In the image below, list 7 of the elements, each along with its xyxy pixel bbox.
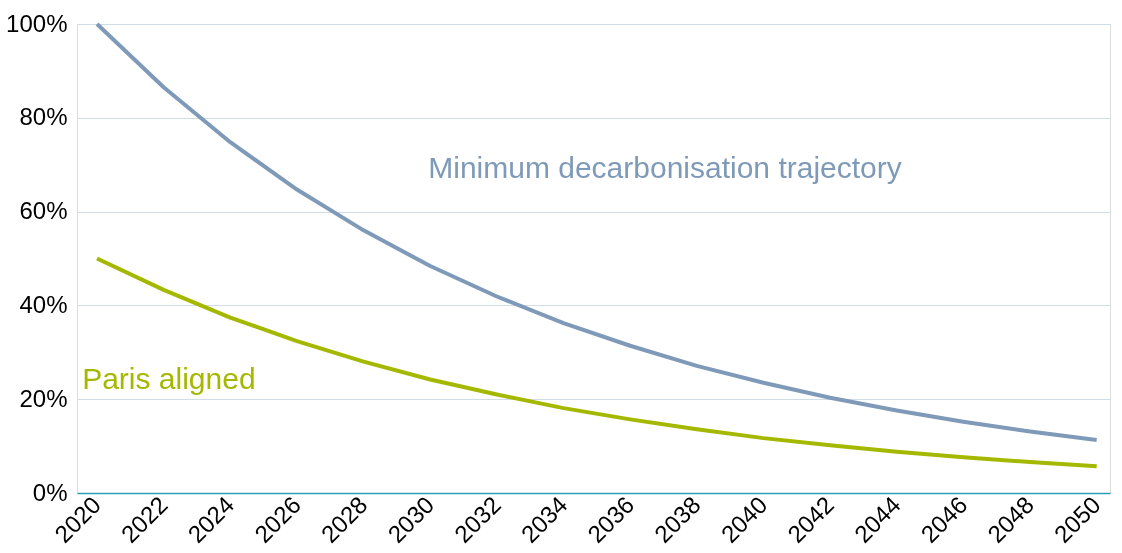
y-tick-label: 100% [6,9,68,37]
text: Minimum decarbonisation trajectory [428,151,902,185]
y-tick-label: 20% [19,384,68,412]
y-tick-label: 40% [19,290,68,318]
y-tick-label: 60% [19,197,68,225]
series-label: Paris aligned [82,362,256,396]
y-tick-label: 80% [19,103,68,131]
